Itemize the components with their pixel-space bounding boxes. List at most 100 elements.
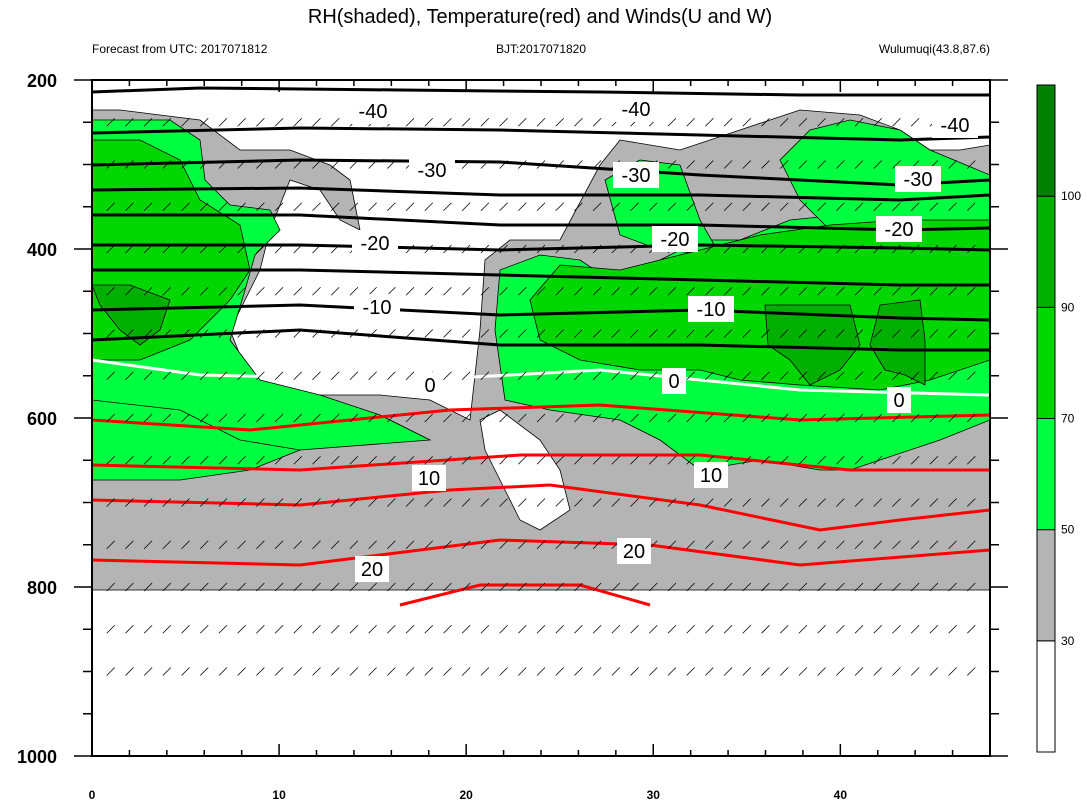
wind-barb: [443, 455, 452, 465]
wind-barb: [574, 329, 583, 338]
wind-barb: [199, 540, 209, 550]
wind-barb: [293, 582, 303, 592]
wind-barb: [929, 202, 939, 212]
wind-barb: [405, 329, 415, 338]
wind-barb: [368, 371, 377, 381]
wind-barb: [836, 540, 845, 550]
wind-barb: [536, 413, 546, 423]
wind-barb: [592, 160, 602, 169]
wind-barb: [424, 667, 434, 676]
wind-barb: [443, 498, 452, 507]
wind-barb: [723, 329, 733, 338]
wind-barb: [948, 329, 957, 338]
wind-barb: [761, 371, 770, 381]
wind-barb: [330, 244, 340, 254]
wind-barb: [274, 455, 284, 465]
wind-barb: [892, 413, 901, 423]
wind-barb: [948, 498, 957, 507]
colorbar-swatch: [1036, 195, 1056, 308]
wind-barb: [125, 160, 134, 169]
wind-barb: [480, 329, 490, 338]
wind-barb: [686, 667, 695, 676]
wind-barb: [143, 498, 153, 507]
wind-barb: [948, 160, 957, 169]
temp-label: 20: [623, 541, 645, 563]
wind-barb: [106, 540, 115, 550]
temp-label: 10: [418, 468, 440, 490]
wind-barb: [742, 117, 752, 127]
wind-barb: [125, 329, 134, 338]
wind-barb: [967, 540, 976, 550]
wind-barb: [574, 160, 583, 169]
wind-barb: [368, 160, 377, 169]
wind-barb: [181, 667, 190, 676]
wind-barb: [892, 498, 901, 507]
wind-barb: [854, 160, 864, 169]
wind-barb: [330, 371, 340, 381]
wind-barb: [424, 455, 434, 465]
wind-barb: [181, 413, 190, 423]
wind-barb: [405, 624, 415, 634]
x-tick-label: 20: [459, 788, 473, 802]
colorbar-swatch: [1036, 418, 1056, 531]
wind-barb: [686, 371, 695, 381]
wind-barb: [836, 117, 845, 127]
wind-barb: [817, 498, 826, 507]
wind-barb: [480, 371, 490, 381]
wind-barb: [256, 286, 265, 296]
wind-barb: [555, 244, 564, 254]
y-tick-label: 800: [27, 578, 57, 598]
wind-barb: [480, 413, 490, 423]
wind-barb: [611, 624, 621, 634]
colorbar-swatch: [1036, 84, 1056, 197]
temp-contour-m10: [92, 268, 990, 287]
temp-label: -20: [361, 233, 390, 255]
wind-barb: [143, 244, 153, 254]
wind-barb: [162, 582, 172, 592]
wind-barb: [237, 624, 246, 634]
wind-barb: [461, 329, 471, 338]
wind-barb: [929, 413, 939, 423]
wind-barb: [162, 117, 172, 127]
wind-barb: [705, 667, 714, 676]
colorbar-label: 100: [1061, 189, 1081, 203]
wind-barb: [274, 329, 284, 338]
wind-barb: [256, 582, 265, 592]
wind-barb: [480, 624, 490, 634]
wind-barb: [218, 329, 228, 338]
wind-barb: [574, 413, 583, 423]
wind-barb: [798, 202, 808, 212]
wind-barb: [330, 667, 340, 676]
wind-barb: [854, 286, 864, 296]
wind-barb: [686, 624, 695, 634]
wind-barb: [967, 202, 976, 212]
temp-label: -20: [885, 219, 914, 241]
wind-barb: [798, 667, 808, 676]
wind-barb: [798, 455, 808, 465]
wind-barb: [312, 329, 321, 338]
wind-barb: [667, 413, 677, 423]
wind-barb: [443, 329, 452, 338]
wind-barb: [199, 624, 209, 634]
wind-barb: [892, 582, 901, 592]
y-tick-label: 400: [27, 240, 57, 260]
wind-barb: [218, 117, 228, 127]
wind-barb: [443, 371, 452, 381]
wind-barb: [162, 371, 172, 381]
wind-barb: [779, 202, 789, 212]
wind-barb: [686, 540, 695, 550]
y-tick-label: 600: [27, 409, 57, 429]
wind-barb: [798, 540, 808, 550]
colorbar-swatch: [1036, 306, 1056, 420]
wind-barb: [892, 455, 901, 465]
wind-barb: [293, 540, 303, 550]
wind-barb: [312, 202, 321, 212]
wind-barb: [443, 413, 452, 423]
wind-barb: [761, 244, 770, 254]
wind-barb: [312, 413, 321, 423]
wind-barb: [686, 455, 695, 465]
wind-barb: [312, 540, 321, 550]
wind-barb: [443, 117, 452, 127]
